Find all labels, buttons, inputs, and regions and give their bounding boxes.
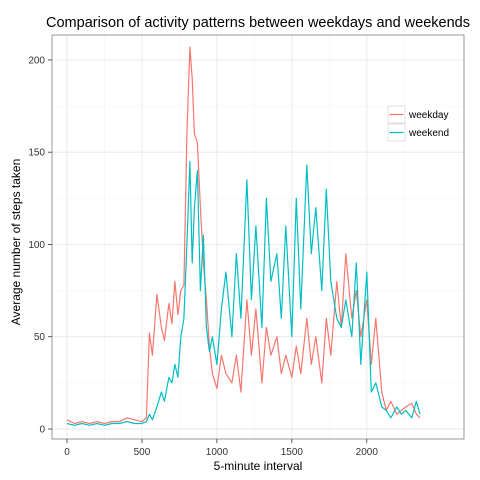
y-axis-title: Average number of steps taken (9, 159, 23, 326)
legend-label-weekend: weekend (408, 128, 449, 139)
x-tick-label: 1000 (206, 447, 229, 458)
x-axis-title: 5-minute interval (214, 459, 303, 473)
plot-border (51, 34, 465, 440)
x-tick-label: 0 (64, 447, 70, 458)
y-tick-label: 50 (34, 332, 46, 343)
x-tick-label: 1500 (281, 447, 304, 458)
x-tick-label: 2000 (356, 447, 379, 458)
legend-label-weekday: weekday (408, 110, 448, 121)
x-axis-ticks: 0 500 1000 1500 2000 (64, 439, 378, 458)
y-tick-label: 100 (28, 240, 45, 251)
x-tick-label: 500 (134, 447, 151, 458)
y-tick-label: 150 (28, 148, 45, 159)
grid (51, 34, 465, 440)
y-tick-label: 0 (39, 425, 45, 436)
series-lines (66, 46, 421, 426)
y-axis-ticks: 0 50 100 150 200 (28, 55, 52, 436)
y-tick-label: 200 (28, 55, 45, 66)
series-line-weekend (66, 160, 421, 426)
chart-title: Comparison of activity patterns between … (46, 15, 470, 31)
legend: weekday weekend (387, 105, 449, 142)
